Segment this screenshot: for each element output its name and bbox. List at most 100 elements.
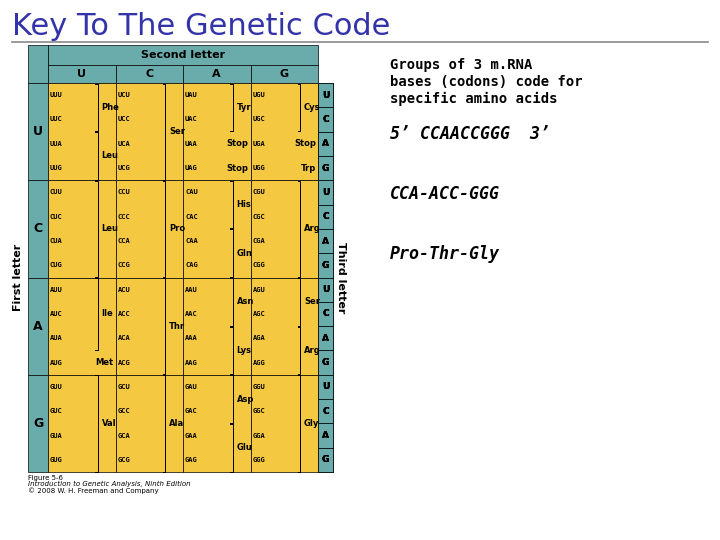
Text: U: U — [322, 285, 329, 294]
Text: G: G — [279, 69, 289, 79]
Bar — [318, 448, 333, 472]
Bar — [318, 350, 333, 375]
Text: G: G — [322, 358, 329, 367]
Text: AUA: AUA — [50, 335, 63, 341]
Text: A: A — [322, 139, 329, 148]
Text: Tyr: Tyr — [236, 103, 251, 112]
Bar — [318, 132, 333, 156]
Bar — [318, 253, 333, 278]
Text: Thr: Thr — [169, 322, 185, 330]
Text: A: A — [322, 139, 329, 148]
Bar — [318, 448, 333, 472]
Text: ACC: ACC — [117, 311, 130, 317]
Text: GAG: GAG — [185, 457, 198, 463]
Bar — [318, 107, 333, 132]
Bar — [318, 278, 333, 302]
Bar — [318, 156, 333, 180]
Bar — [318, 205, 333, 229]
Text: UUA: UUA — [50, 141, 63, 147]
Text: AGG: AGG — [253, 360, 265, 366]
Text: CCC: CCC — [117, 214, 130, 220]
Text: G: G — [322, 455, 329, 464]
Bar — [48, 278, 115, 375]
Bar — [318, 156, 333, 180]
Text: C: C — [322, 309, 329, 319]
Text: Val: Val — [102, 419, 116, 428]
Bar — [48, 375, 115, 472]
Text: © 2008 W. H. Freeman and Company: © 2008 W. H. Freeman and Company — [28, 487, 158, 494]
Text: A: A — [322, 237, 329, 246]
Text: Arg: Arg — [304, 346, 320, 355]
Bar — [318, 180, 333, 205]
Text: CCU: CCU — [117, 190, 130, 195]
Text: C: C — [322, 309, 329, 319]
Bar — [115, 180, 183, 278]
Text: A: A — [322, 237, 329, 246]
Text: Gln: Gln — [236, 249, 253, 258]
Text: G: G — [322, 164, 329, 173]
Text: Leu: Leu — [102, 151, 119, 160]
Text: Asp: Asp — [236, 395, 254, 403]
Text: GCC: GCC — [117, 408, 130, 414]
Bar — [318, 350, 333, 375]
Bar — [318, 83, 333, 107]
Text: Stop: Stop — [227, 139, 248, 148]
Bar — [251, 83, 318, 180]
Text: CGC: CGC — [253, 214, 265, 220]
Bar — [251, 65, 318, 83]
Bar — [318, 448, 333, 472]
Bar — [318, 399, 333, 423]
Text: C: C — [322, 212, 329, 221]
Text: Lys: Lys — [236, 346, 251, 355]
Text: UGU: UGU — [253, 92, 265, 98]
Bar — [183, 375, 251, 472]
Bar — [318, 156, 333, 180]
Bar — [28, 83, 48, 180]
Bar — [318, 302, 333, 326]
Bar — [318, 107, 333, 132]
Text: AAC: AAC — [185, 311, 198, 317]
Bar — [251, 375, 318, 472]
Text: U: U — [322, 382, 329, 392]
Text: U: U — [322, 285, 329, 294]
Bar — [318, 375, 333, 399]
Bar — [318, 83, 333, 107]
Bar — [318, 278, 333, 302]
Text: AAG: AAG — [185, 360, 198, 366]
Text: G: G — [322, 455, 329, 464]
Text: AAU: AAU — [185, 287, 198, 293]
Text: Ala: Ala — [169, 419, 184, 428]
Bar — [115, 278, 183, 375]
Text: C: C — [322, 115, 329, 124]
Bar — [318, 302, 333, 326]
Bar — [318, 229, 333, 253]
Text: U: U — [322, 91, 329, 100]
Text: C: C — [322, 407, 329, 416]
Text: A: A — [322, 431, 329, 440]
Text: Leu: Leu — [102, 225, 119, 233]
Text: bases (codons) code for: bases (codons) code for — [390, 75, 582, 89]
Bar — [318, 132, 333, 156]
Bar — [183, 83, 251, 180]
Text: G: G — [322, 455, 329, 464]
Text: U: U — [322, 188, 329, 197]
Bar — [318, 375, 333, 399]
Bar — [318, 326, 333, 350]
Text: CUA: CUA — [50, 238, 63, 244]
Bar — [318, 302, 333, 326]
Text: Asn: Asn — [236, 298, 254, 306]
Text: GGG: GGG — [253, 457, 265, 463]
Text: G: G — [322, 164, 329, 173]
Text: G: G — [322, 455, 329, 464]
Text: C: C — [33, 222, 42, 235]
Text: Ile: Ile — [102, 309, 113, 319]
Text: CAG: CAG — [185, 262, 198, 268]
Text: C: C — [322, 407, 329, 416]
Text: A: A — [322, 334, 329, 343]
Bar — [318, 229, 333, 253]
Bar — [318, 326, 333, 350]
Bar — [318, 399, 333, 423]
Bar — [318, 302, 333, 326]
Text: CGU: CGU — [253, 190, 265, 195]
Text: A: A — [322, 334, 329, 343]
